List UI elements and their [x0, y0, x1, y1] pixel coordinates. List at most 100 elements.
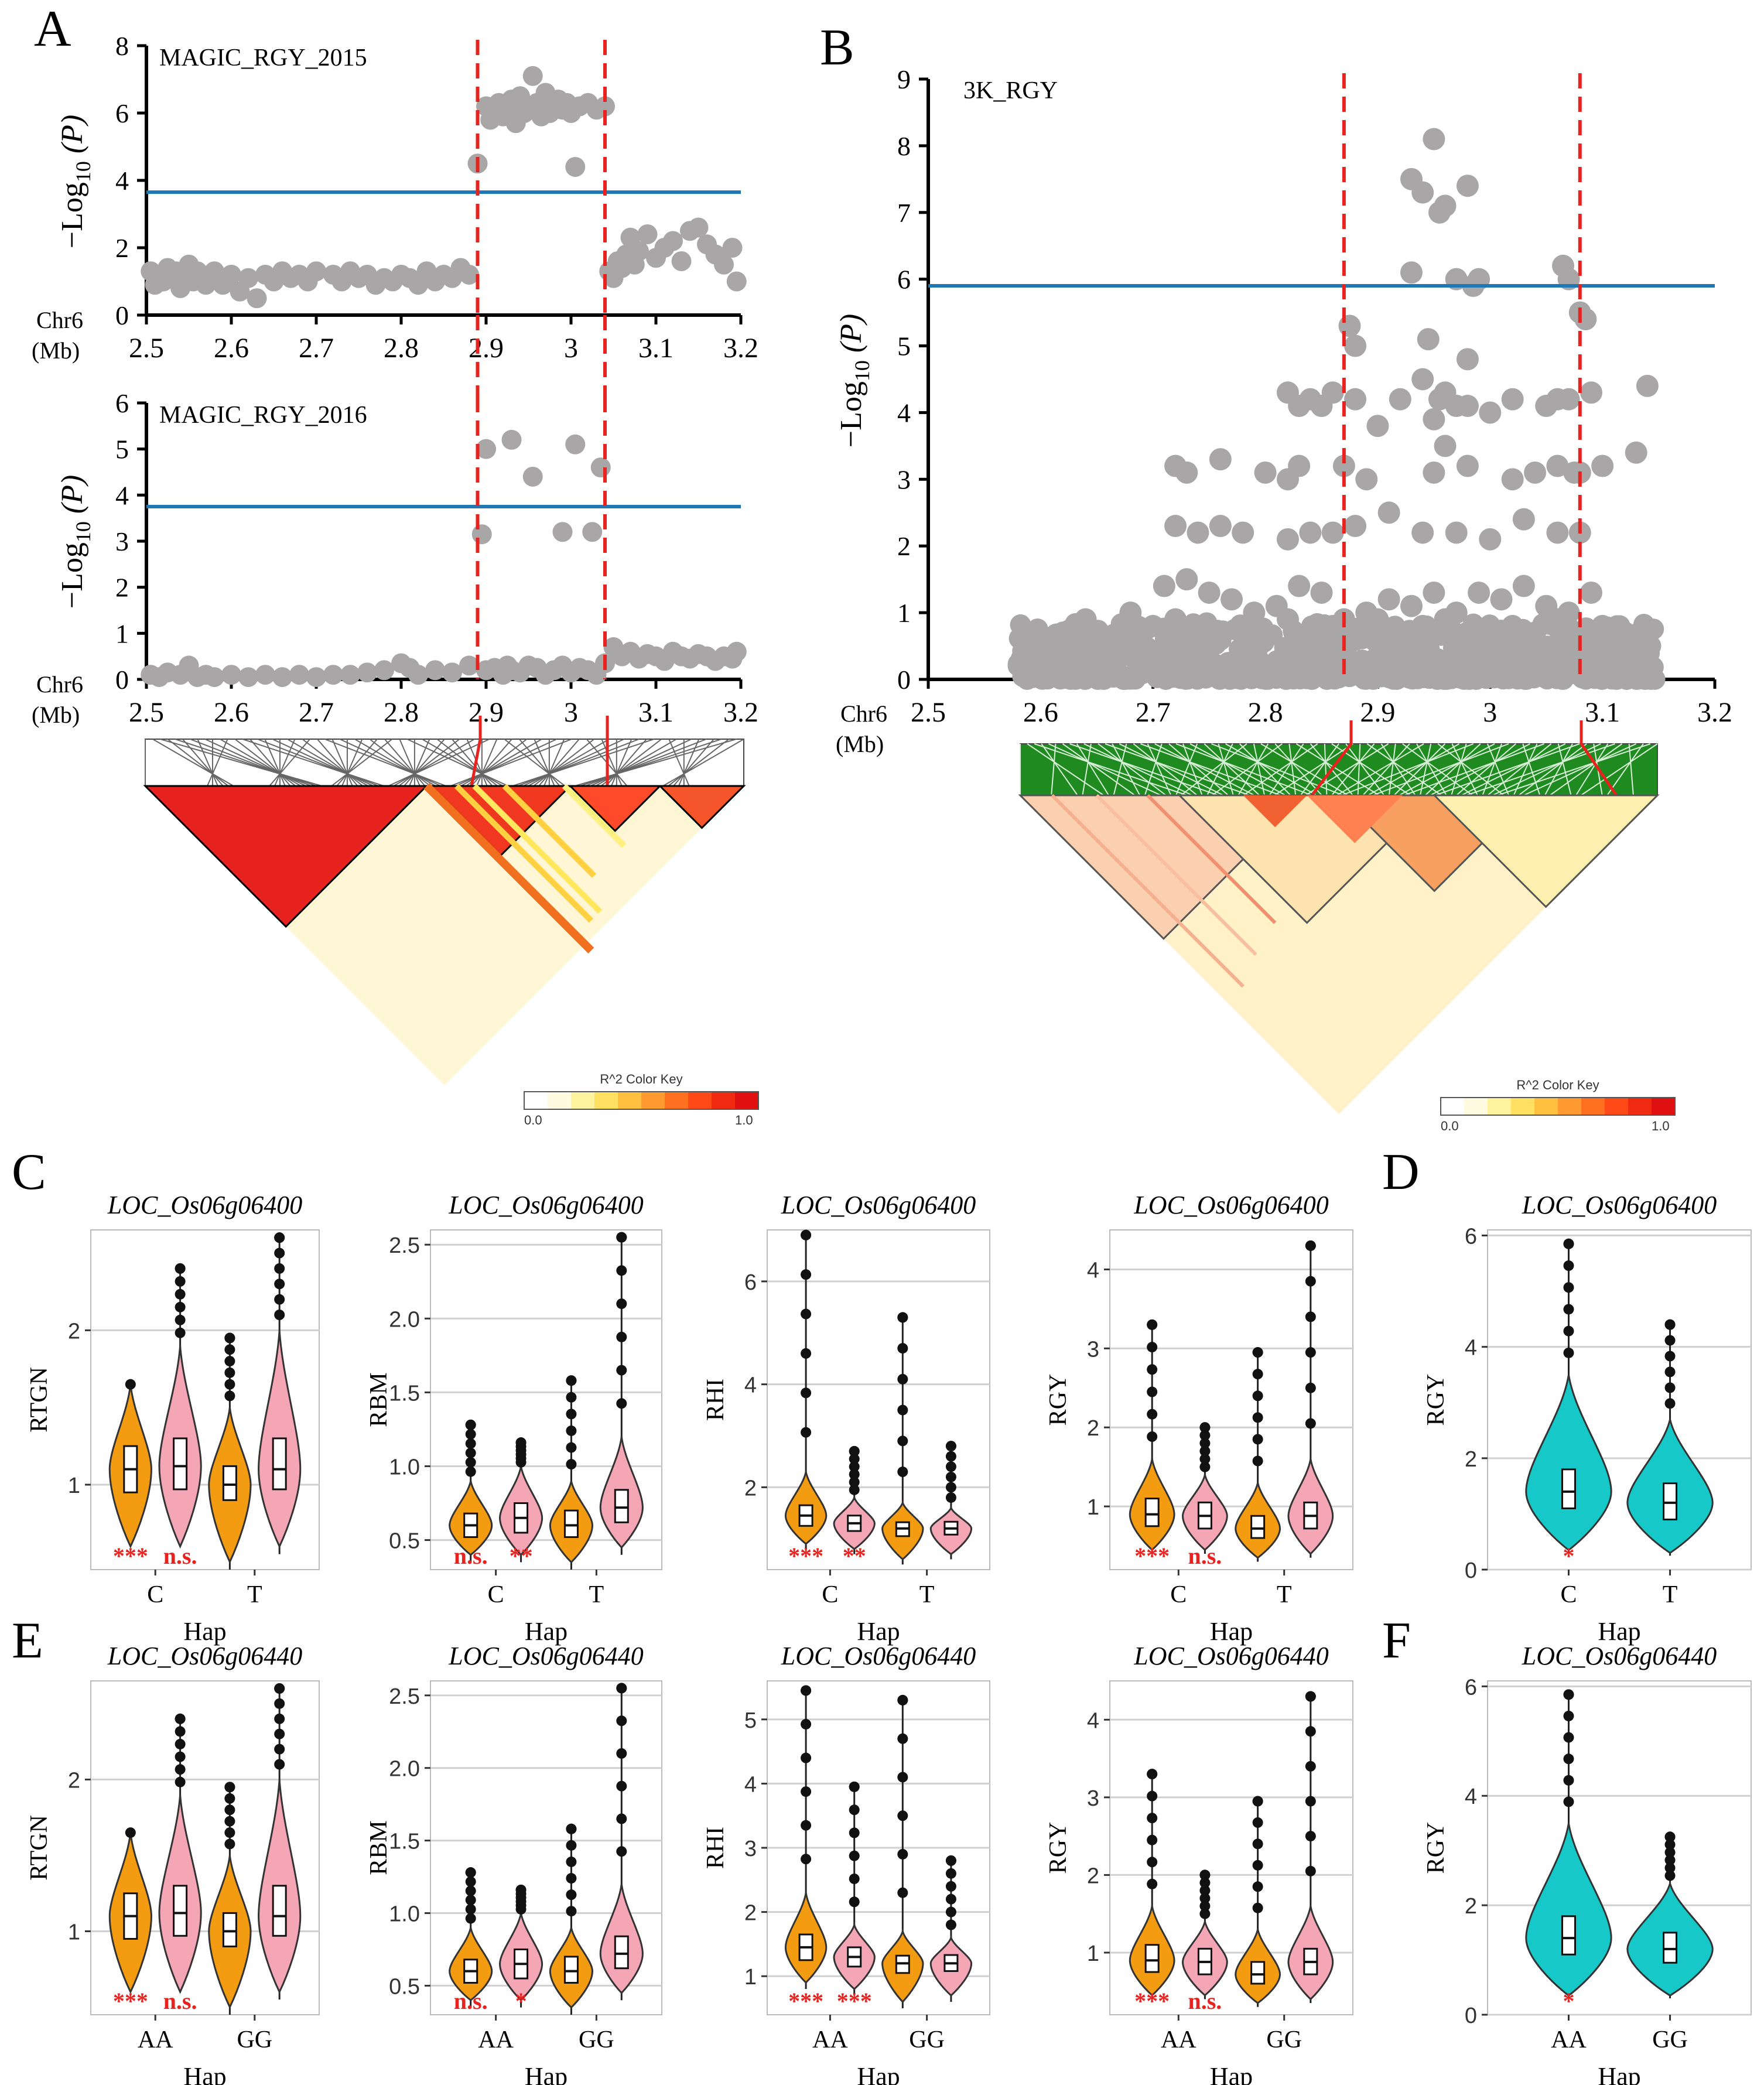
outlier-point	[897, 1435, 908, 1447]
data-point	[1155, 668, 1177, 690]
x-tick-label: GG	[1266, 2026, 1302, 2053]
significance-label: ***	[837, 1988, 872, 2014]
y-tick-label: 3	[744, 1837, 757, 1861]
ld-block	[568, 785, 662, 832]
data-point	[1338, 315, 1361, 337]
ld-heatmaps: R^2 Color Key 0.0 1.0 R^2 Color Key 0.0 1.0	[143, 716, 1676, 1133]
outlier-point	[616, 1715, 627, 1727]
x-tick-label: 2.5	[129, 333, 164, 364]
y-tick-label: 2.0	[389, 1307, 420, 1332]
outlier-point	[897, 1810, 908, 1821]
ld-marker-tick	[528, 739, 610, 787]
y-tick-label: 4	[744, 1373, 757, 1398]
violin-C-2: 0.5 1.0 1.5 2.0 2.5 LOC_Os06g06400 RBM Hap C Tn.s…	[365, 1191, 662, 1646]
outlier-point	[1199, 1908, 1211, 1919]
ld-marker-tick	[471, 739, 512, 787]
outlier-point	[1563, 1732, 1574, 1743]
data-point	[714, 254, 734, 275]
significance-label: *	[515, 1988, 527, 2014]
x-tick-label: AA	[1551, 2026, 1587, 2053]
y-tick-label: 5	[897, 331, 911, 361]
ld-block	[1243, 795, 1307, 828]
ld-marker-tick	[302, 739, 364, 787]
y-tick-label: 1.5	[389, 1381, 420, 1406]
ld-marker-tick	[249, 739, 291, 787]
data-point	[289, 665, 309, 685]
outlier-point	[801, 1718, 812, 1729]
data-point	[1456, 175, 1479, 197]
y-tick-label: 0	[897, 665, 911, 695]
ld-marker-tick	[1239, 743, 1291, 796]
ld-marker-tick	[1380, 743, 1416, 796]
outlier-point	[274, 1310, 285, 1320]
color-key-swatch	[571, 1092, 595, 1109]
ld-marker-tick	[1451, 743, 1467, 796]
data-point	[1606, 615, 1628, 637]
data-point	[1501, 468, 1524, 491]
y-tick-label: 2	[1465, 1894, 1477, 1919]
outlier-point	[897, 1772, 908, 1783]
ld-marker-tick	[1435, 743, 1580, 796]
color-key-swatch	[1488, 1098, 1512, 1115]
data-point	[1410, 641, 1431, 662]
outlier-point	[175, 1726, 186, 1737]
data-point	[1532, 613, 1554, 635]
data-point	[1546, 646, 1568, 668]
outlier-point	[274, 1713, 285, 1724]
ld-marker-tick	[1522, 743, 1541, 796]
y-axis-label-p: (P)	[835, 314, 868, 360]
outlier-point	[1664, 1855, 1676, 1866]
outlier-point	[849, 1804, 860, 1816]
x-axis-label: Hap	[1210, 2062, 1253, 2085]
data-point	[1479, 614, 1500, 636]
ld-marker-tick	[1269, 743, 1304, 796]
data-point	[1153, 575, 1175, 597]
ld-marker-tick	[406, 739, 509, 787]
x-tick-label: 3.1	[1585, 697, 1620, 728]
data-point	[1209, 448, 1232, 471]
data-point	[204, 667, 224, 688]
outlier-point	[566, 1459, 577, 1470]
y-axis-label-sub: 10	[71, 521, 95, 542]
ld-marker-tick	[1082, 743, 1092, 796]
x-tick-label: GG	[909, 2026, 945, 2053]
y-axis-label-p: (P)	[56, 475, 89, 521]
outlier-point	[566, 1425, 577, 1436]
ld-marker-tick	[331, 739, 393, 787]
ld-marker-tick	[1461, 743, 1566, 796]
outlier-point	[945, 1919, 956, 1930]
ld-marker-tick	[1253, 743, 1266, 796]
x-tick-label: 2.8	[384, 333, 419, 364]
significance-label: n.s.	[163, 1988, 197, 2014]
outlier-point	[224, 1782, 235, 1793]
data-point	[1364, 630, 1386, 652]
data-point	[1400, 261, 1423, 284]
y-tick-label: 0	[1465, 2004, 1477, 2028]
ld-marker-tick	[272, 739, 374, 787]
y-axis-label-main: −Log	[56, 542, 89, 609]
y-tick-label: 8	[115, 31, 129, 61]
ld-stripe	[1051, 794, 1245, 988]
outlier-point	[175, 1738, 186, 1749]
ld-marker-tick	[1575, 743, 1609, 796]
x-tick-label: 3.1	[638, 697, 674, 728]
outlier-point	[224, 1816, 235, 1827]
outlier-point	[175, 1314, 186, 1325]
y-axis-label: RBM	[365, 1372, 392, 1427]
outlier-point	[1305, 1726, 1316, 1737]
y-axis-label: −Log10 (P)	[56, 115, 95, 249]
y-tick-label: 4	[115, 166, 129, 196]
ld-marker-tick	[384, 739, 426, 787]
outlier-point	[1305, 1311, 1316, 1322]
data-point	[1625, 441, 1647, 464]
outlier-point	[849, 1827, 860, 1838]
chrom-unit: (Mb)	[836, 731, 884, 757]
data-point	[1212, 620, 1234, 642]
ld-marker-tick	[1288, 743, 1297, 796]
ld-marker-tick	[1189, 743, 1286, 796]
data-point	[1479, 528, 1502, 551]
ld-marker-tick	[1580, 743, 1658, 796]
ld-marker-tick	[668, 739, 690, 787]
ld-stripe	[423, 783, 594, 953]
y-tick-label: 1	[68, 1474, 80, 1498]
